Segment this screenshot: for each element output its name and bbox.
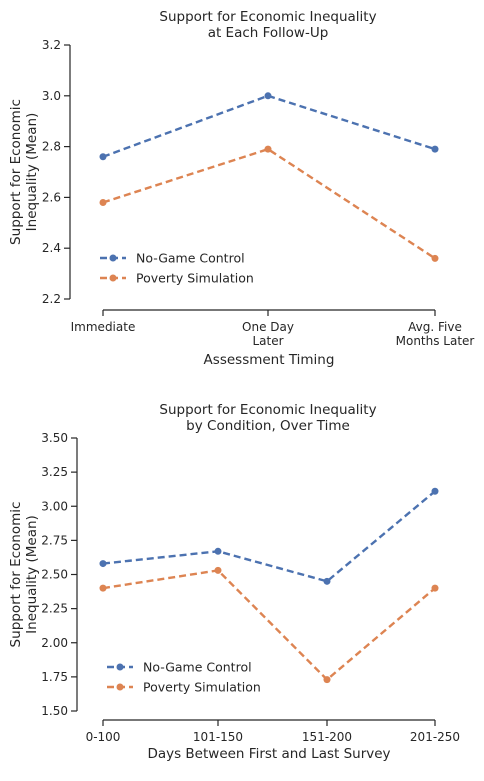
legend-swatch-marker [116, 663, 124, 671]
chart-title: Support for Economic Inequality by Condit… [159, 402, 376, 434]
y-axis-label-line: Support for Economic [8, 99, 24, 245]
series-line-control [102, 94, 436, 158]
x-tick-label-line: Immediate [71, 320, 136, 334]
legend-swatch-marker [109, 254, 117, 262]
y-tick-label: 1.50 [41, 704, 68, 718]
chart-title: Support for Economic Inequality at Each F… [159, 9, 376, 41]
y-tick-label: 2.00 [41, 636, 68, 650]
x-tick-label: 0-100 [86, 730, 121, 744]
x-axis-label: Assessment Timing [204, 352, 335, 368]
data-point [99, 584, 107, 592]
x-tick-label-line: 151-200 [302, 730, 352, 744]
data-point [431, 584, 439, 592]
y-tick-label: 3.50 [41, 431, 68, 445]
data-point [214, 566, 222, 574]
y-axis-label-line: Inequality (Mean) [24, 113, 40, 232]
legend-swatch-marker [109, 274, 117, 282]
data-point [99, 560, 107, 568]
x-axis-label: Days Between First and Last Survey [147, 746, 390, 762]
x-tick-label-line: One Day [242, 320, 294, 334]
y-tick-label: 2.8 [42, 140, 61, 154]
x-tick-label-line: 101-150 [193, 730, 243, 744]
y-tick-label: 3.0 [42, 89, 61, 103]
series-line-simulation [102, 147, 436, 260]
y-tick-label: 1.75 [41, 670, 68, 684]
legend-label: Poverty Simulation [143, 680, 261, 695]
legend-swatch-marker [116, 683, 124, 691]
chart-title-line: by Condition, Over Time [186, 418, 350, 434]
series-line-control [102, 490, 436, 583]
x-tick-label: One Day Later [242, 320, 294, 348]
y-tick-label: 2.50 [41, 568, 68, 582]
y-axis-label-line: Support for Economic [8, 502, 24, 648]
x-tick-label: Avg. Five Months Later [396, 320, 475, 348]
data-point [214, 547, 222, 555]
data-point [264, 145, 272, 153]
y-tick-label: 2.25 [41, 602, 68, 616]
legend-label: No-Game Control [136, 251, 245, 266]
x-tick-label-line: 201-250 [410, 730, 460, 744]
data-point [264, 92, 272, 100]
y-axis-label: Support for EconomicInequality (Mean) [8, 99, 40, 245]
chart-title-line: at Each Follow-Up [208, 25, 329, 41]
y-axis-label: Support for EconomicInequality (Mean) [8, 502, 40, 648]
data-point [431, 254, 439, 262]
x-tick-label-line: Later [252, 334, 283, 348]
data-point [99, 198, 107, 206]
x-tick-label: 101-150 [193, 730, 243, 744]
chart-title-line: Support for Economic Inequality [159, 9, 376, 25]
x-tick-label: Immediate [71, 320, 136, 334]
y-tick-label: 3.25 [41, 465, 68, 479]
y-tick-label: 3.2 [42, 38, 61, 52]
y-axis-label-line: Inequality (Mean) [24, 515, 40, 634]
y-tick-label: 2.6 [42, 190, 61, 204]
y-tick-label: 3.00 [41, 499, 68, 513]
x-tick-label: 201-250 [410, 730, 460, 744]
data-point [99, 153, 107, 161]
data-point [323, 577, 331, 585]
data-point [431, 145, 439, 153]
legend-label: No-Game Control [143, 660, 252, 675]
y-tick-label: 2.75 [41, 533, 68, 547]
y-tick-label: 2.2 [42, 292, 61, 306]
data-point [323, 676, 331, 684]
x-tick-label: 151-200 [302, 730, 352, 744]
legend-label: Poverty Simulation [136, 271, 254, 286]
x-tick-label-line: 0-100 [86, 730, 121, 744]
y-tick-label: 2.4 [42, 241, 61, 255]
series-line-simulation [102, 569, 436, 682]
data-point [431, 487, 439, 495]
x-tick-label-line: Months Later [396, 334, 475, 348]
chart-title-line: Support for Economic Inequality [159, 402, 376, 418]
x-tick-label-line: Avg. Five [408, 320, 462, 334]
